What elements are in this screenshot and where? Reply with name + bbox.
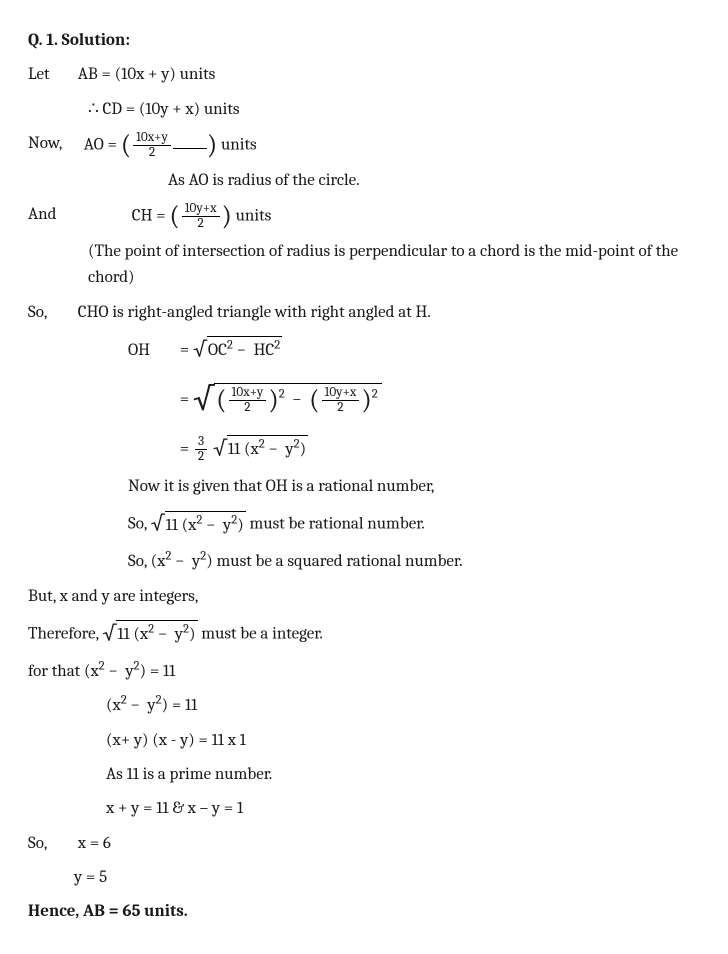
- now-label: Now,: [28, 131, 80, 157]
- question-header: Q. 1. Solution:: [28, 28, 700, 54]
- cho-statement: CHO is right-angled triangle with right …: [78, 303, 431, 322]
- eq-3: =: [180, 440, 193, 459]
- rep-11: (x2 − y2) = 11: [28, 693, 700, 719]
- so-pfx-1: So,: [128, 515, 147, 534]
- so-sqrt-rational: So, √11 (x2 − y2) must be rational numbe…: [28, 508, 700, 541]
- units-1: units: [221, 135, 257, 154]
- ao-frac-expr: (10x+y2): [121, 131, 218, 160]
- ch-lhs: CH =: [132, 207, 166, 226]
- three-half: 32: [195, 435, 207, 464]
- final-answer: Hence, AB = 65 units.: [28, 899, 700, 925]
- x-sol: x = 6: [78, 834, 111, 853]
- but-int: But, x and y are integers,: [28, 584, 700, 610]
- ao-note: As AO is radius of the circle.: [28, 168, 700, 194]
- must-rational: must be rational number.: [250, 515, 425, 534]
- so-label-1: So,: [28, 300, 74, 326]
- ab-expression: AB = (10x + y) units: [78, 65, 216, 84]
- oh-sqrt2: √ (10x+y2)2 − (10y+x2)2: [193, 375, 382, 425]
- factor-line: (x+ y) (x - y) = 11 x 1: [28, 728, 700, 754]
- so-cho: So, CHO is right-angled triangle with ri…: [28, 300, 700, 326]
- eq-2: =: [180, 390, 189, 409]
- oh-line1: OH = √OC2 − HC2: [28, 334, 700, 367]
- eq-1: =: [180, 341, 189, 360]
- xy-sol: x + y = 11 & x – y = 1: [28, 796, 700, 822]
- xy-paren-1: (x2 − y2): [151, 552, 213, 571]
- oh-sqrt1: √OC2 − HC2: [193, 334, 282, 367]
- let-ab: Let AB = (10x + y) units: [28, 62, 700, 88]
- oh-sqrt3: √11 (x2 − y2): [213, 433, 308, 466]
- sqrt-11xy-1: √11 (x2 − y2): [151, 508, 246, 541]
- oh-lhs: OH: [128, 338, 176, 364]
- ao-lhs: AO =: [84, 135, 117, 154]
- now-ao: Now, AO = (10x+y2) units: [28, 131, 700, 160]
- y-sol: y = 5: [28, 865, 700, 891]
- let-label: Let: [28, 62, 74, 88]
- sq-rational: must be a squared rational number.: [216, 552, 462, 571]
- oh-line3: = 32 √11 (x2 − y2): [28, 433, 700, 466]
- units-2: units: [236, 207, 272, 226]
- midpoint-note: (The point of intersection of radius is …: [28, 239, 700, 292]
- cd-expression: ∴ CD = (10y + x) units: [74, 100, 240, 119]
- ch-frac-expr: (10y+x2): [169, 202, 232, 231]
- and-ch: And CH = (10y+x2) units: [28, 202, 700, 231]
- oh-line2: = √ (10x+y2)2 − (10y+x2)2: [28, 375, 700, 425]
- rational-stmt: Now it is given that OH is a rational nu…: [28, 474, 700, 500]
- must-int: must be a integer.: [201, 624, 323, 643]
- so-x: So, x = 6: [28, 831, 700, 857]
- cd-line: ∴ CD = (10y + x) units: [28, 97, 700, 123]
- therefore-label: Therefore,: [28, 624, 99, 643]
- and-label: And: [28, 202, 128, 228]
- sqrt-11xy-2: √11 (x2 − y2): [102, 618, 197, 651]
- so-pfx-2: So,: [128, 552, 147, 571]
- prime-note: As 11 is a prime number.: [28, 762, 700, 788]
- therefore-line: Therefore, √11 (x2 − y2) must be a integ…: [28, 618, 700, 651]
- so-sq-rational: So, (x2 − y2) must be a squared rational…: [28, 549, 700, 575]
- so-label-2: So,: [28, 831, 74, 857]
- for-that: for that (x2 − y2) = 11: [28, 659, 700, 685]
